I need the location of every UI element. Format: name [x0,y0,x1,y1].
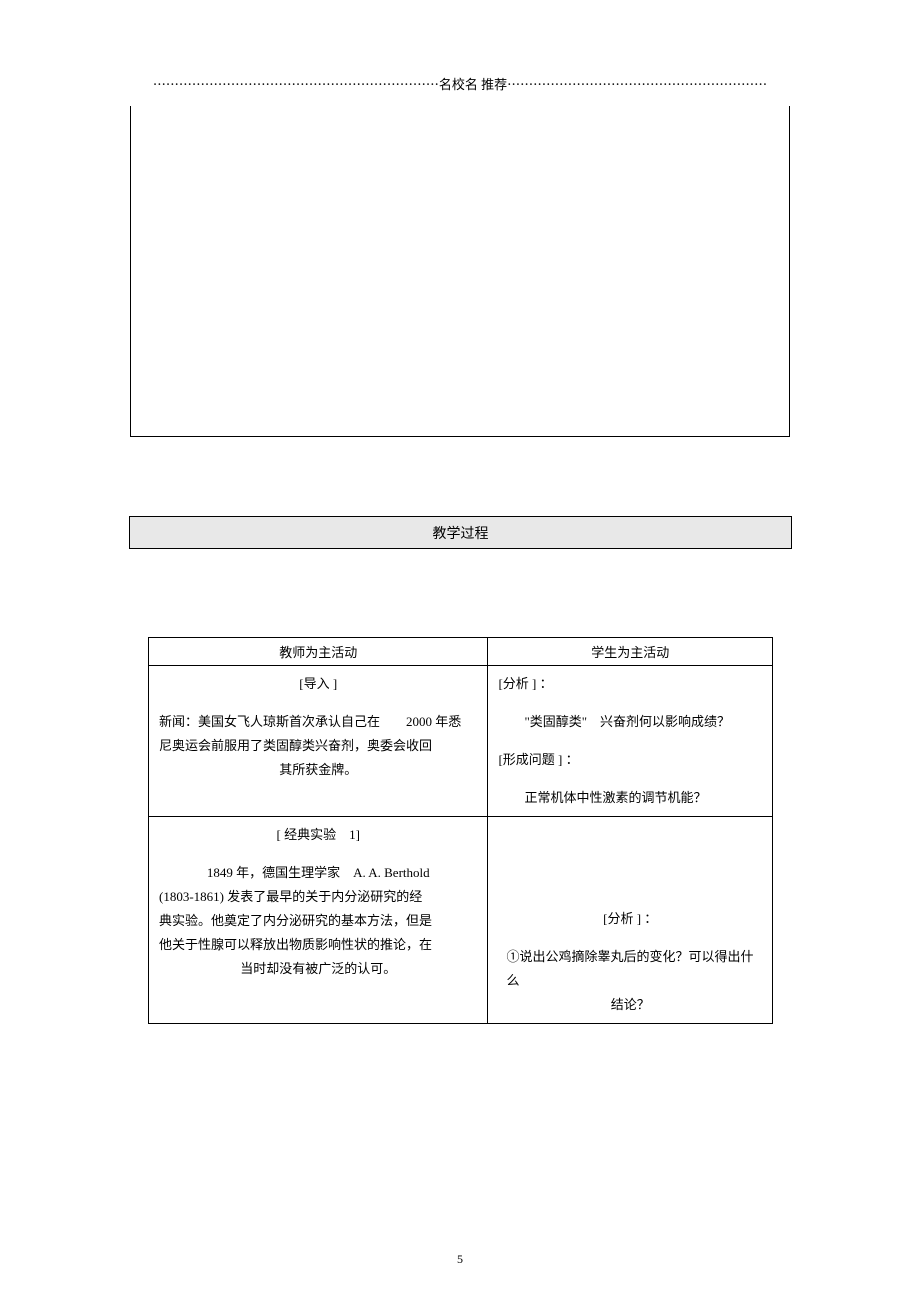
exp-line1: 1849 年，德国生理学家 A. A. Berthold [159,861,477,885]
analysis-label-1: [分析 ] ： [498,672,762,696]
header-student: 学生为主活动 [488,638,773,666]
page-number: 5 [0,1252,920,1267]
table-header-row: 教师为主活动 学生为主活动 [149,638,773,666]
experiment-label: [ 经典实验 1] [159,823,477,847]
intro-label: [导入 ] [159,672,477,696]
analysis-q2a: ①说出公鸡摘除睾丸后的变化？可以得出什么 [498,945,762,993]
header-teacher: 教师为主活动 [149,638,488,666]
exp-line2: (1803-1861) 发表了最早的关于内分泌研究的经 [159,885,477,909]
analysis-label-2: [分析 ] ： [498,907,762,931]
teacher-experiment-cell: [ 经典实验 1] 1849 年，德国生理学家 A. A. Berthold (… [149,817,488,1024]
exp-line3: 典实验。他奠定了内分泌研究的基本方法，但是 [159,909,477,933]
section-title: 教学过程 [433,523,489,543]
question-text: 正常机体中性激素的调节机能？ [498,786,762,810]
news-line2: 尼奥运会前服用了类固醇类兴奋剂，奥委会收回 [159,734,477,758]
header-label: 名校名 推荐 [439,77,507,92]
exp-line5: 当时却没有被广泛的认可。 [159,957,477,981]
empty-content-box [130,106,790,437]
analysis-q2b: 结论？ [498,993,762,1017]
table-row: [导入 ] 新闻：美国女飞人琼斯首次承认自己在 2000 年悉 尼奥运会前服用了… [149,666,773,817]
student-analysis-cell-2: [分析 ] ： ①说出公鸡摘除睾丸后的变化？可以得出什么 结论？ [488,817,773,1024]
section-title-box: 教学过程 [129,516,792,549]
analysis-q1: "类固醇类" 兴奋剂何以影响成绩？ [498,710,762,734]
table-row: [ 经典实验 1] 1849 年，德国生理学家 A. A. Berthold (… [149,817,773,1024]
header-dots-left: ⋯⋯⋯⋯⋯⋯⋯⋯⋯⋯⋯⋯⋯⋯⋯⋯⋯⋯⋯⋯⋯⋯ [153,77,439,92]
teaching-process-table: 教师为主活动 学生为主活动 [导入 ] 新闻：美国女飞人琼斯首次承认自己在 20… [148,637,773,1024]
header-line: ⋯⋯⋯⋯⋯⋯⋯⋯⋯⋯⋯⋯⋯⋯⋯⋯⋯⋯⋯⋯⋯⋯名校名 推荐⋯⋯⋯⋯⋯⋯⋯⋯⋯⋯⋯⋯… [0,74,920,93]
news-line3: 其所获金牌。 [159,758,477,782]
exp-line4: 他关于性腺可以释放出物质影响性状的推论，在 [159,933,477,957]
teacher-intro-cell: [导入 ] 新闻：美国女飞人琼斯首次承认自己在 2000 年悉 尼奥运会前服用了… [149,666,488,817]
student-analysis-cell-1: [分析 ] ： "类固醇类" 兴奋剂何以影响成绩？ [形成问题 ] ： 正常机体… [488,666,773,817]
question-label: [形成问题 ] ： [498,748,762,772]
news-line1: 新闻：美国女飞人琼斯首次承认自己在 2000 年悉 [159,710,477,734]
header-dots-right: ⋯⋯⋯⋯⋯⋯⋯⋯⋯⋯⋯⋯⋯⋯⋯⋯⋯⋯⋯⋯ [507,77,767,92]
